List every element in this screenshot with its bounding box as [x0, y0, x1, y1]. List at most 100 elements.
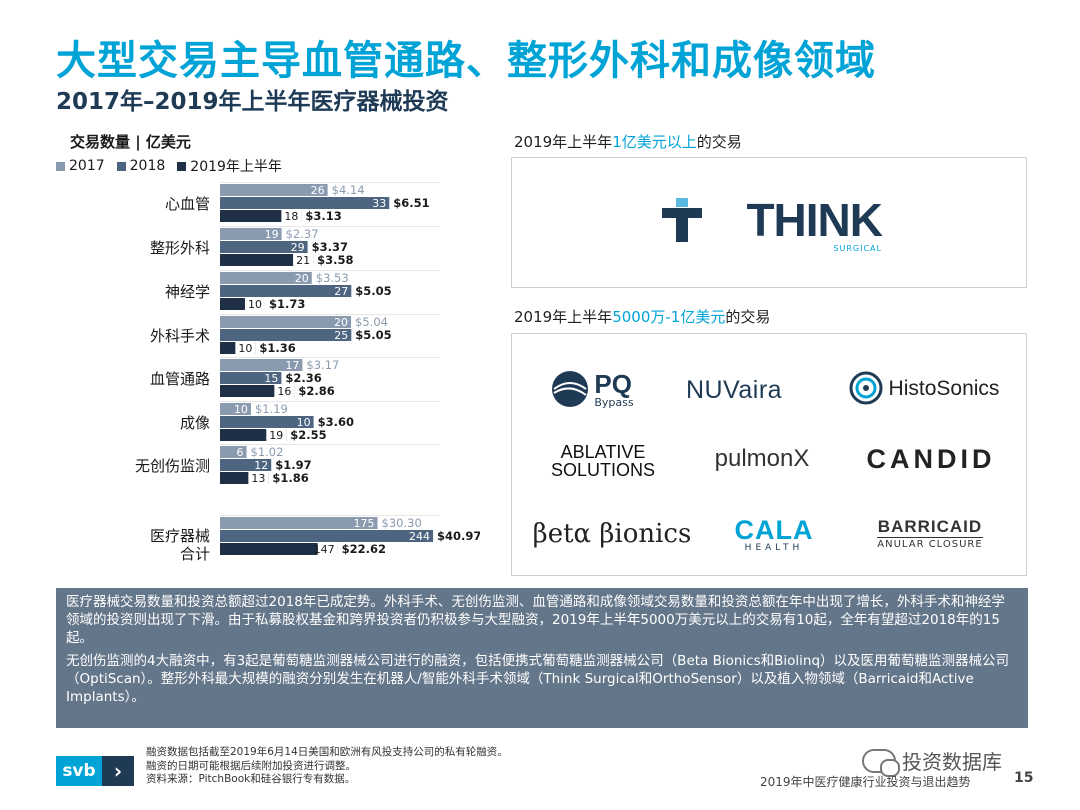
candid-logo: CANDID	[856, 438, 1006, 480]
nuvaira-wordmark: NUVaira	[686, 378, 782, 403]
amount-label: $3.13	[305, 209, 341, 223]
deal-count-label: 20	[295, 272, 309, 285]
category-label: 心血管	[165, 195, 210, 213]
category-label: 整形外科	[150, 239, 210, 257]
large-deals-box: THINK SURGICAL	[511, 157, 1027, 288]
section1-post: 的交易	[697, 133, 742, 151]
deal-count-label: 6	[237, 446, 244, 459]
deal-count-label: 244	[409, 530, 430, 543]
deal-count-label: 147	[314, 543, 335, 556]
ablative-line1: ABLATIVE	[561, 443, 646, 461]
ablative-solutions-logo: ABLATIVE SOLUTIONS	[538, 438, 668, 484]
deal-count-label: 20	[334, 316, 348, 329]
section-label-mid-deals: 2019年上半年5000万-1亿美元的交易	[514, 306, 770, 327]
barricaid-sub: ANULAR CLOSURE	[877, 537, 982, 550]
deal-count-label: 18	[284, 210, 298, 223]
think-wordmark: THINK	[746, 197, 882, 243]
amount-label: $1.86	[272, 471, 308, 485]
cala-wordmark: CALA	[735, 517, 814, 544]
section1-pre: 2019年上半年	[514, 133, 612, 151]
deal-count-label: 25	[334, 329, 348, 342]
beta-wordmark: βetα βionics	[533, 521, 692, 547]
footnote-3: 资料来源：PitchBook和硅谷银行专有数据。	[146, 773, 508, 787]
section2-post: 的交易	[725, 308, 770, 326]
amount-label: $1.19	[255, 402, 288, 416]
nuvaira-logo: NUVaira	[664, 370, 804, 410]
deal-count-label: 13	[251, 472, 265, 485]
amount-label: $2.36	[285, 371, 321, 385]
category-label: 成像	[180, 414, 210, 432]
category-label: 神经学	[165, 283, 210, 301]
deal-count-label: 21	[296, 254, 310, 267]
histosonics-swirl-icon	[849, 371, 883, 405]
think-cross-icon	[662, 198, 702, 242]
amount-label: $30.30	[382, 516, 422, 530]
bar-2018-外科手术	[220, 329, 351, 341]
bar-2017-外科手术	[220, 316, 351, 328]
barricaid-logo: BARRICAID ANULAR CLOSURE	[860, 510, 1000, 558]
section2-highlight: 5000万-1亿美元	[612, 308, 725, 326]
amount-label: $2.86	[298, 384, 334, 398]
section2-pre: 2019年上半年	[514, 308, 612, 326]
amount-label: $5.05	[355, 328, 391, 342]
deal-count-label: 19	[269, 429, 283, 442]
mid-deals-box: PQ Bypass NUVaira HistoSonics ABLATIVE S…	[511, 333, 1027, 576]
pq-sub: Bypass	[594, 397, 633, 408]
amount-label: $3.17	[306, 358, 339, 372]
category-label: 血管通路	[150, 370, 210, 388]
amount-label: $6.51	[393, 196, 429, 210]
deal-count-label: 12	[254, 459, 268, 472]
amount-label: $1.73	[269, 297, 305, 311]
pq-globe-icon	[550, 369, 590, 409]
barricaid-wordmark: BARRICAID	[878, 518, 982, 535]
note-paragraph-1: 医疗器械交易数量和投资总额超过2018年已成定势。外科手术、无创伤监测、血管通路…	[66, 594, 1018, 647]
amount-label: $5.05	[355, 284, 391, 298]
svb-logo: svb ›	[56, 756, 134, 786]
bar-2018-医疗器械合计	[220, 530, 433, 542]
svb-wordmark: svb	[56, 756, 102, 786]
candid-wordmark: CANDID	[867, 446, 996, 473]
pulmonx-logo: pulmonX	[692, 438, 832, 480]
deal-count-label: 10	[234, 403, 248, 416]
page-number: 15	[1014, 770, 1033, 786]
amount-label: $40.97	[437, 529, 480, 543]
footnote-1: 融资数据包括截至2019年6月14日美国和欧洲有风投支持公司的私有轮融资。	[146, 746, 508, 760]
group-separator	[220, 226, 440, 227]
footnote-2: 融资的日期可能根据后续附加投资进行调整。	[146, 760, 508, 774]
amount-label: $1.36	[259, 341, 295, 355]
histosonics-wordmark: HistoSonics	[889, 378, 1000, 399]
category-label: 医疗器械	[150, 527, 210, 545]
amount-label: $3.53	[316, 271, 349, 285]
amount-label: $4.14	[332, 183, 365, 197]
deal-count-label: 16	[277, 385, 291, 398]
note-paragraph-2: 无创伤监测的4大融资中，有3起是葡萄糖监测器械公司进行的融资，包括便携式葡萄糖监…	[66, 653, 1018, 706]
deal-count-label: 10	[248, 298, 262, 311]
pulmonx-wordmark: pulmonX	[715, 447, 810, 471]
group-separator	[220, 182, 440, 183]
amount-label: $1.02	[251, 445, 284, 459]
amount-label: $22.62	[342, 542, 386, 556]
svb-arrow-icon: ›	[102, 756, 134, 786]
amount-label: $1.97	[275, 458, 311, 472]
deal-count-label: 27	[334, 285, 348, 298]
group-separator	[220, 401, 440, 402]
summary-note: 医疗器械交易数量和投资总额超过2018年已成定势。外科手术、无创伤监测、血管通路…	[56, 588, 1028, 728]
amount-label: $3.60	[318, 415, 354, 429]
think-surgical-logo: THINK SURGICAL	[662, 192, 882, 258]
section1-highlight: 1亿美元以上	[612, 133, 697, 151]
cala-sub: HEALTH	[745, 544, 804, 553]
ablative-line2: SOLUTIONS	[551, 461, 655, 479]
category-label: 合计	[180, 545, 210, 563]
category-label: 外科手术	[150, 327, 210, 345]
amount-label: $5.04	[355, 315, 388, 329]
histosonics-logo: HistoSonics	[834, 366, 1014, 410]
beta-bionics-logo: βetα βionics	[522, 514, 702, 554]
deal-count-label: 19	[265, 228, 279, 241]
deal-count-label: 15	[264, 372, 278, 385]
footnotes: 融资数据包括截至2019年6月14日美国和欧洲有风投支持公司的私有轮融资。 融资…	[146, 746, 508, 787]
watermark: 投资数据库	[862, 746, 1002, 775]
deal-count-label: 33	[372, 197, 386, 210]
bar-2018-心血管	[220, 197, 389, 209]
think-sub: SURGICAL	[833, 245, 882, 253]
deal-count-label: 10	[238, 342, 252, 355]
